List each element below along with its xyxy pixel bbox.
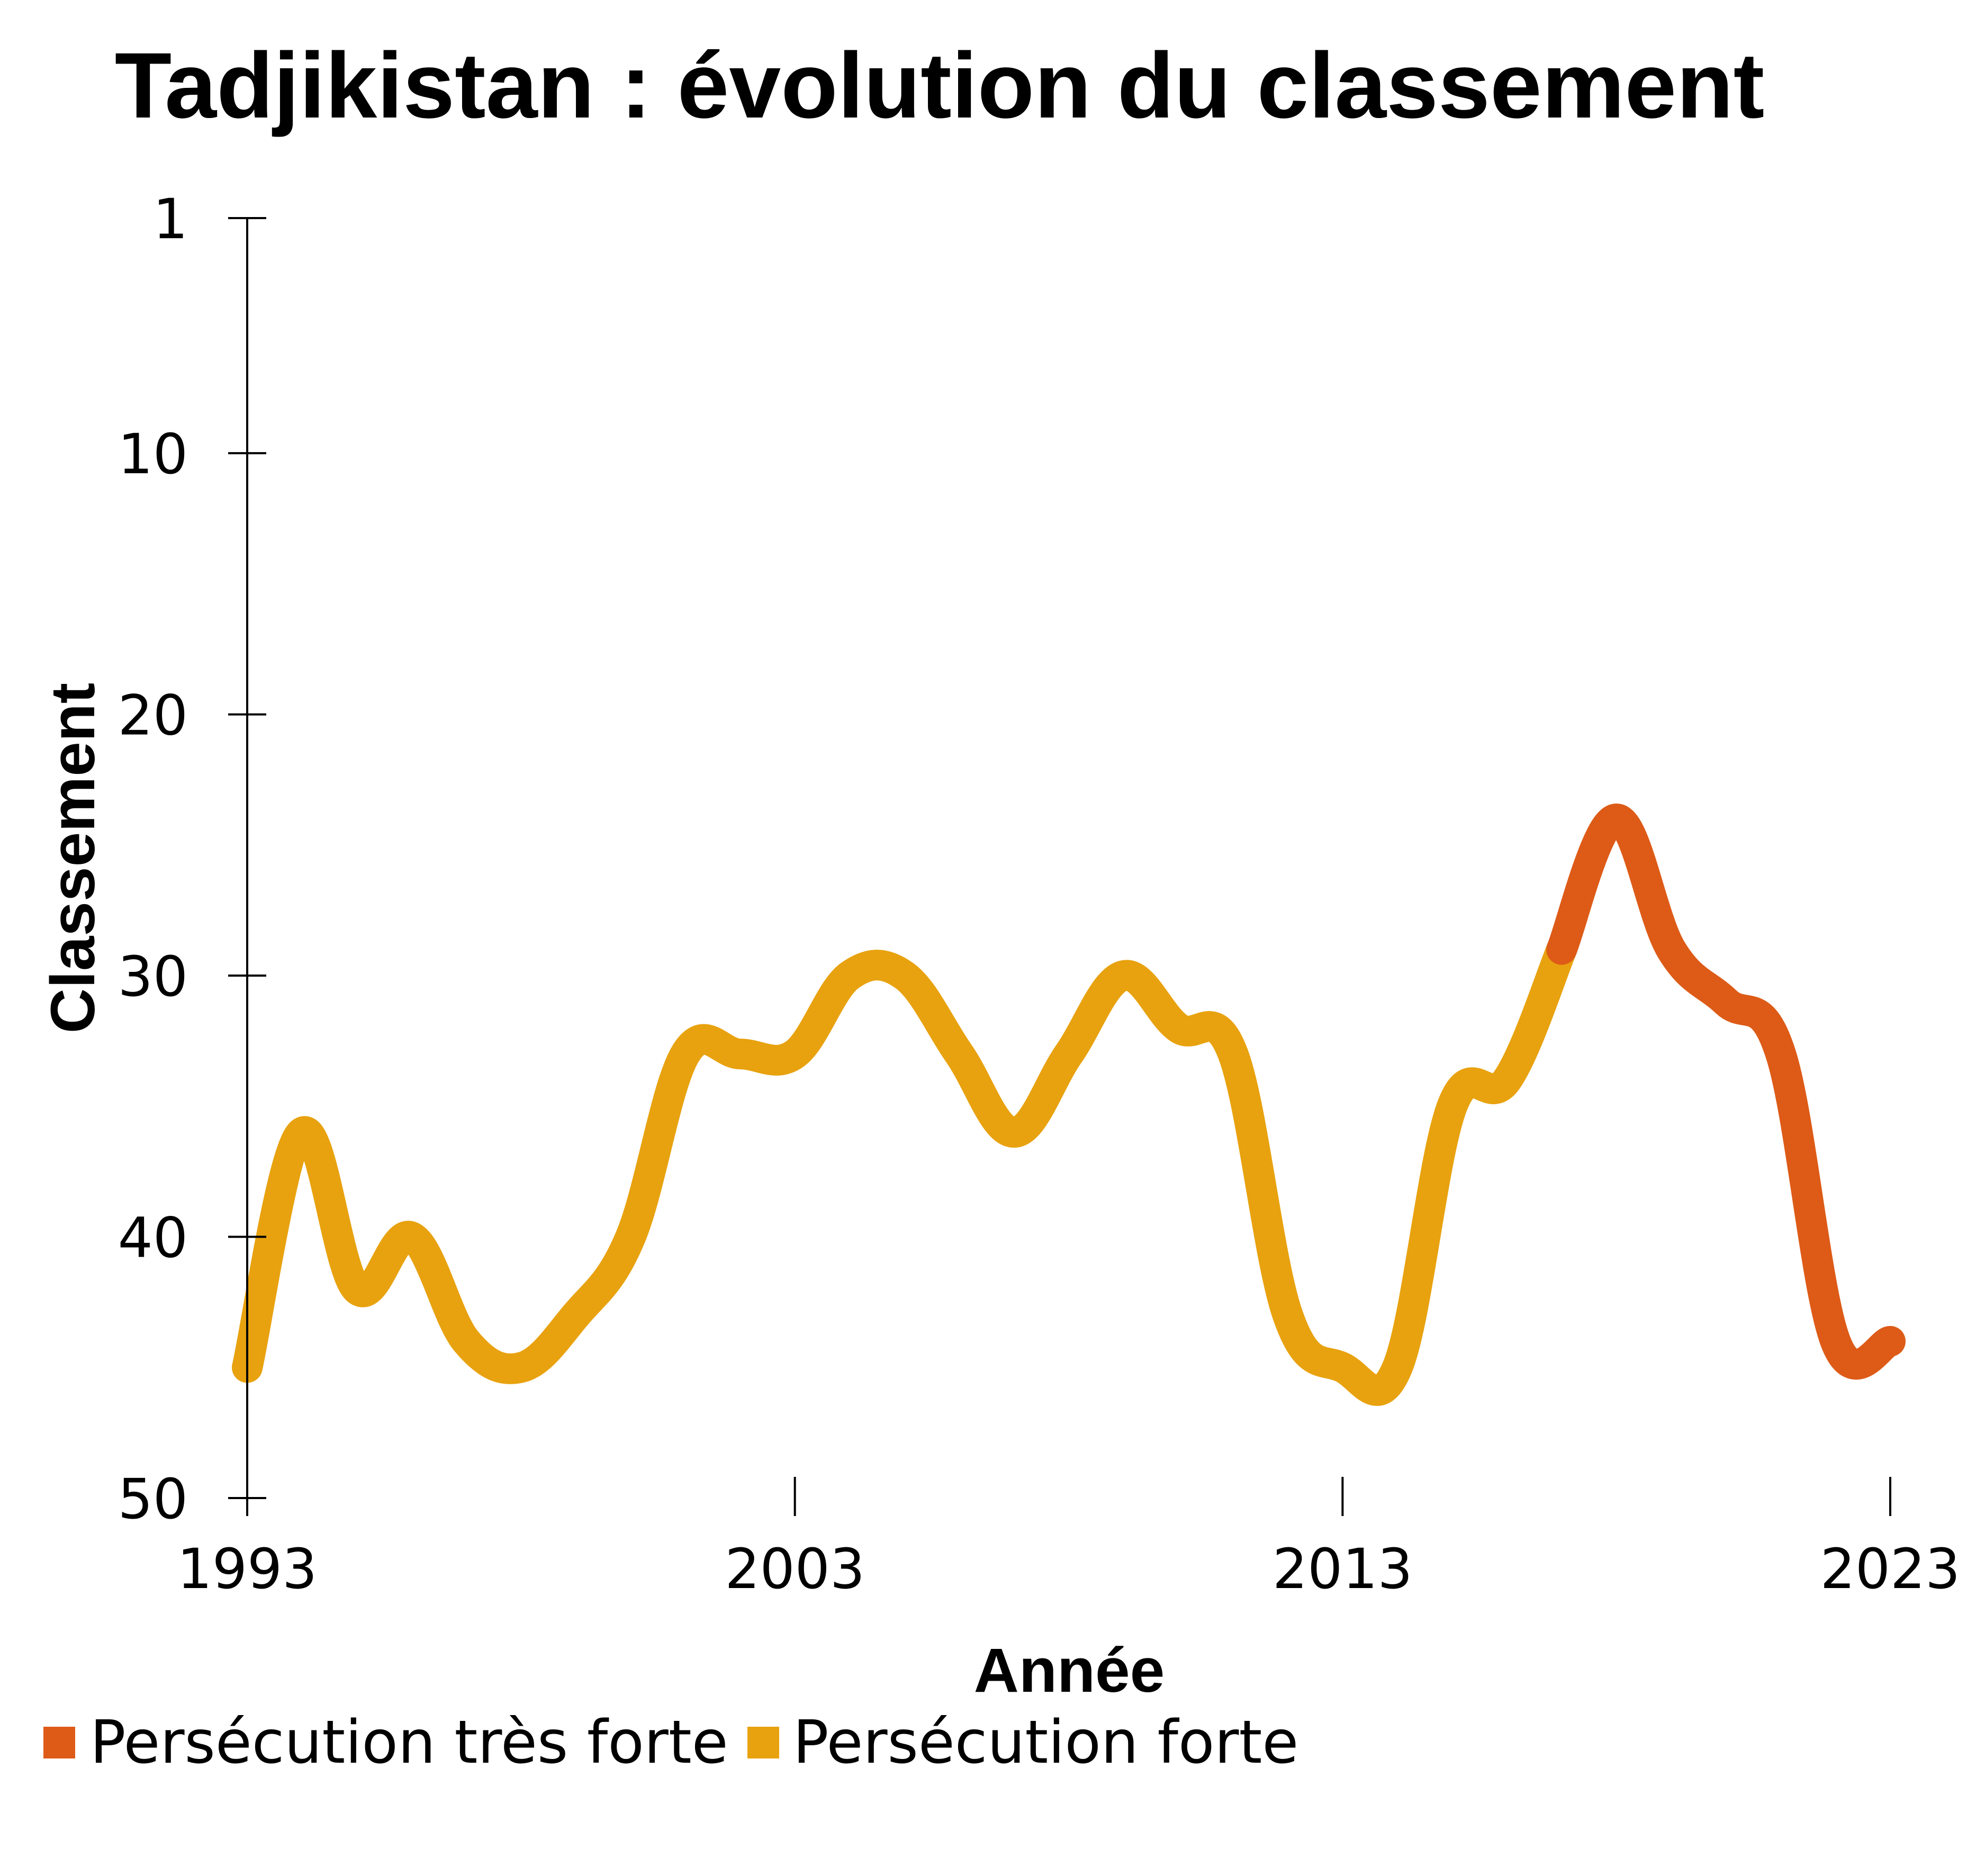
y-axis-label: Classement bbox=[38, 683, 108, 1033]
x-tick-label: 2023 bbox=[1820, 1537, 1961, 1601]
y-tick-label: 50 bbox=[118, 1467, 188, 1531]
legend-label-forte: Persécution forte bbox=[793, 1708, 1298, 1777]
series-line-persecution-tres-forte bbox=[1546, 803, 1906, 1380]
legend-swatch-forte bbox=[747, 1727, 779, 1758]
y-tick-label: 20 bbox=[118, 683, 188, 748]
x-tick-label: 2013 bbox=[1273, 1537, 1413, 1601]
series-line-persecution-forte bbox=[232, 934, 1577, 1406]
x-tick-label: 2003 bbox=[725, 1537, 865, 1601]
x-tick-label: 1993 bbox=[177, 1537, 318, 1601]
y-tick-label: 1 bbox=[153, 187, 188, 251]
plot-lines bbox=[232, 803, 1906, 1406]
chart-title: Tadjikistan : évolution du classement bbox=[115, 34, 1765, 138]
legend-swatch-tres-forte bbox=[43, 1727, 75, 1758]
x-axis-ticks: 1993 2003 2013 2023 bbox=[177, 1477, 1961, 1601]
y-tick-label: 30 bbox=[118, 944, 188, 1009]
legend: Persécution très forte Persécution forte bbox=[43, 1708, 1298, 1777]
legend-label-tres-forte: Persécution très forte bbox=[90, 1708, 728, 1777]
y-axis-ticks: 1 10 20 30 40 50 bbox=[118, 187, 266, 1531]
y-tick-label: 10 bbox=[118, 422, 188, 486]
y-tick-label: 40 bbox=[118, 1206, 188, 1270]
x-axis-label: Année bbox=[974, 1636, 1165, 1706]
